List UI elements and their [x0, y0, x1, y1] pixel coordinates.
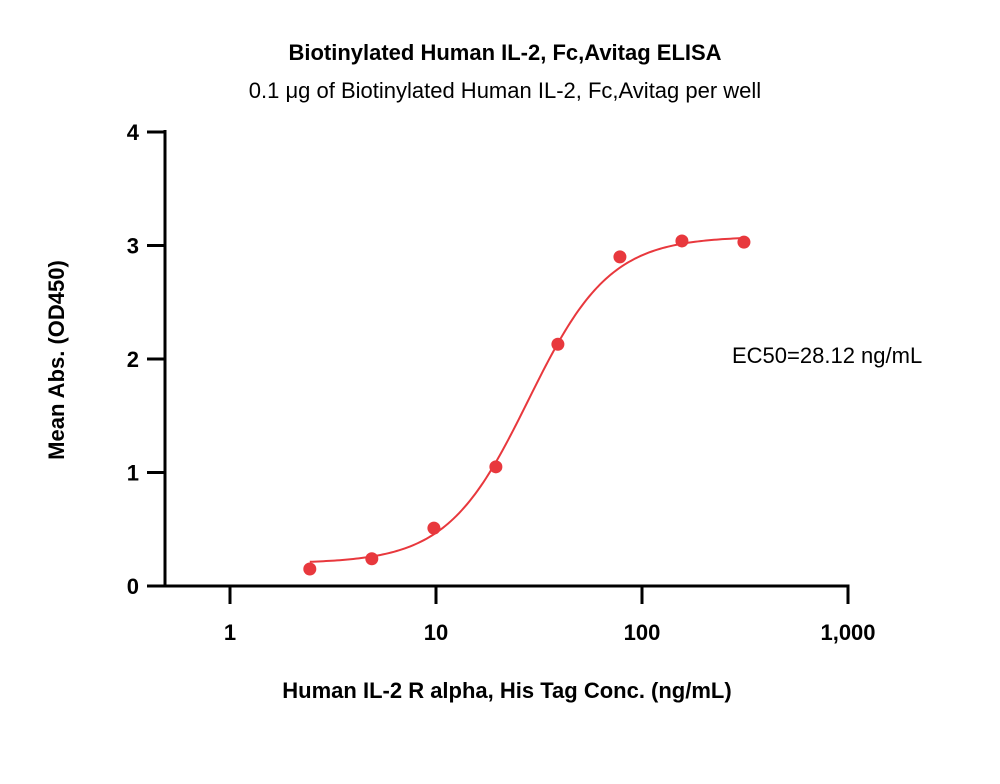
- data-point: [737, 235, 751, 249]
- data-point: [427, 521, 441, 535]
- x-axis-ticks: 1 10 100 1,000: [224, 586, 876, 645]
- x-tick-label: 10: [424, 620, 448, 645]
- chart-subtitle: 0.1 μg of Biotinylated Human IL-2, Fc,Av…: [249, 78, 761, 103]
- data-point: [551, 337, 565, 351]
- data-point: [675, 234, 689, 248]
- y-tick-label: 2: [127, 347, 139, 372]
- x-tick-label: 1,000: [820, 620, 875, 645]
- y-tick-label: 0: [127, 574, 139, 599]
- y-tick-label: 3: [127, 234, 139, 259]
- y-axis-ticks: 0 1 2 3 4: [127, 120, 165, 599]
- data-point: [365, 552, 379, 566]
- y-tick-label: 1: [127, 461, 139, 486]
- fit-curve: [309, 237, 744, 563]
- ec50-annotation: EC50=28.12 ng/mL: [732, 343, 922, 368]
- x-tick-label: 1: [224, 620, 236, 645]
- data-point: [489, 460, 503, 474]
- data-point: [303, 562, 317, 576]
- y-axis-label: Mean Abs. (OD450): [44, 260, 69, 460]
- fit-curve-group: [309, 237, 744, 563]
- chart-title: Biotinylated Human IL-2, Fc,Avitag ELISA: [288, 40, 721, 65]
- y-tick-label: 4: [127, 120, 140, 145]
- data-points: [303, 234, 751, 576]
- data-point: [613, 250, 627, 264]
- x-tick-label: 100: [624, 620, 661, 645]
- x-axis-label: Human IL-2 R alpha, His Tag Conc. (ng/mL…: [282, 678, 731, 703]
